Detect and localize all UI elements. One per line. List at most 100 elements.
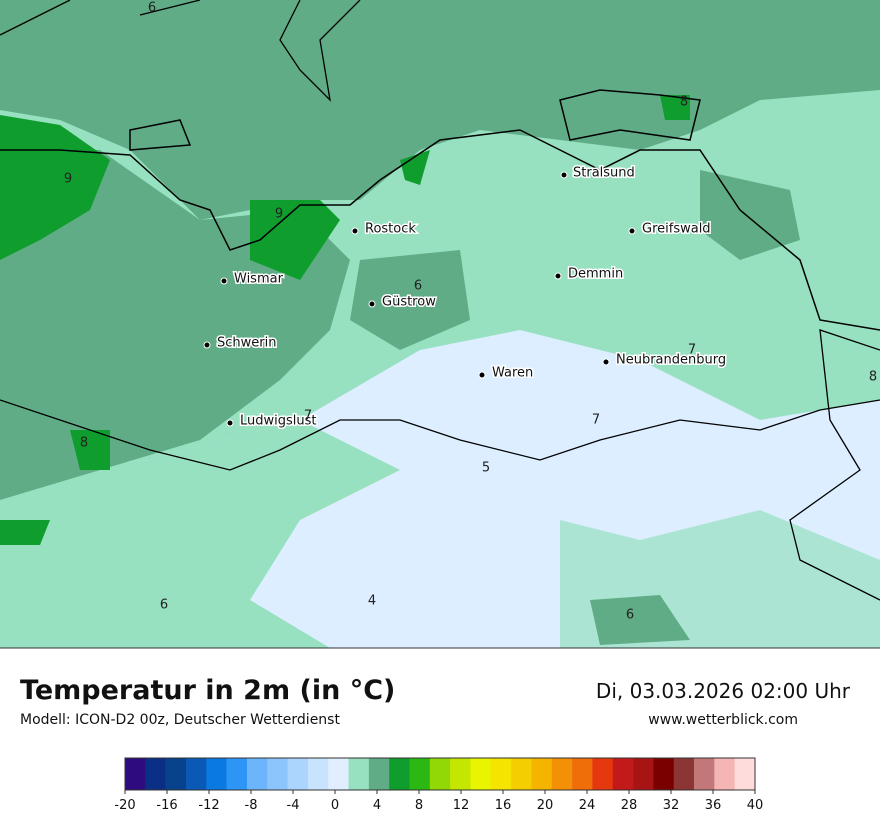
city-label: Güstrow — [382, 295, 436, 310]
city-dot — [220, 277, 228, 285]
colorbar-segment — [307, 758, 329, 790]
colorbar-segment — [490, 758, 512, 790]
coastline — [0, 0, 361, 102]
colorbar-segment — [511, 758, 532, 790]
colorbar-segment — [734, 758, 756, 790]
city-dot — [602, 358, 610, 366]
contour-label: 8 — [680, 95, 688, 110]
contour-label: 8 — [80, 436, 88, 451]
hot-spot — [400, 150, 430, 185]
colorbar-segment — [572, 758, 593, 790]
contour-label: 6 — [148, 1, 156, 16]
sea-area — [0, 0, 880, 220]
colorbar-tick-label: -8 — [245, 798, 258, 813]
hot-spot — [70, 430, 110, 470]
warm-area — [350, 250, 470, 350]
colorbar-segment — [409, 758, 431, 790]
title: Temperatur in 2m (in °C) — [20, 675, 395, 706]
colorbar-segment — [612, 758, 634, 790]
city-dot — [560, 171, 568, 179]
colorbar-segment — [633, 758, 654, 790]
city-dot — [368, 300, 376, 308]
colorbar-segment — [714, 758, 735, 790]
city-dot — [628, 227, 636, 235]
colorbar-segment — [673, 758, 695, 790]
colorbar-segment — [206, 758, 227, 790]
colorbar-tick-label: 8 — [415, 798, 423, 813]
colorbar-tick-label: 16 — [495, 798, 512, 813]
city-label: Ludwigslust — [240, 414, 317, 429]
colorbar-tick-label: 28 — [621, 798, 638, 813]
colorbar-segment — [389, 758, 410, 790]
colorbar: -20 -16 -12 -8 -4 0 4 8 12 16 20 24 28 32 36 40 — [114, 757, 764, 813]
colorbar-segment — [450, 758, 471, 790]
hot-spot — [660, 95, 690, 120]
hot-spot — [0, 520, 50, 545]
colorbar-tick-label: 4 — [373, 798, 381, 813]
city-dot — [203, 341, 211, 349]
colorbar-tick-label: -4 — [287, 798, 300, 813]
colorbar-segment — [165, 758, 187, 790]
mild-area — [0, 420, 400, 648]
contour-label: 7 — [592, 413, 600, 428]
colorbar-segment — [694, 758, 715, 790]
colorbar-segment — [653, 758, 675, 790]
colorbar-tick-label: -20 — [114, 798, 135, 813]
colorbar-segment — [429, 758, 451, 790]
colorbar-tick-label: 20 — [537, 798, 554, 813]
state-border — [0, 399, 880, 471]
contour-label: 9 — [64, 172, 72, 187]
colorbar-segment — [145, 758, 166, 790]
city-label: Rostock — [365, 222, 416, 237]
city-label: Demmin — [568, 267, 623, 282]
colorbar-segment — [348, 758, 370, 790]
model-info: Modell: ICON-D2 00z, Deutscher Wetterdie… — [20, 712, 340, 728]
warm-area — [700, 170, 800, 260]
colorbar-segment — [287, 758, 309, 790]
date: Di, 03.03.2026 02:00 Uhr — [596, 679, 851, 703]
city-label: Wismar — [234, 272, 284, 287]
contour-label: 4 — [368, 594, 376, 609]
colorbar-segment — [267, 758, 288, 790]
colorbar-segment — [125, 758, 146, 790]
colorbar-segment — [368, 758, 390, 790]
coastline — [0, 129, 880, 331]
website: www.wetterblick.com — [648, 712, 798, 728]
contour-labels: 6 9 9 6 8 8 7 7 8 5 6 6 4 7 — [64, 1, 877, 623]
city-label: Waren — [492, 366, 533, 381]
contour-label: 9 — [275, 207, 283, 222]
colorbar-segment — [531, 758, 553, 790]
city-dot — [478, 371, 486, 379]
colorbar-tick-label: 40 — [747, 798, 764, 813]
contour-label: 5 — [482, 461, 490, 476]
contour-label: 7 — [688, 343, 696, 358]
contour-label: 6 — [160, 598, 168, 613]
city-dot — [351, 227, 359, 235]
contour-label: 6 — [626, 608, 634, 623]
colorbar-tick-label: 24 — [579, 798, 596, 813]
colorbar-segment — [226, 758, 248, 790]
colorbar-segment — [246, 758, 268, 790]
contour-label: 6 — [414, 279, 422, 294]
colorbar-frame — [124, 757, 756, 791]
colorbar-segment — [592, 758, 614, 790]
colorbar-segment — [551, 758, 573, 790]
contour-label: 8 — [869, 370, 877, 385]
city-dot — [226, 419, 234, 427]
city-label: Greifswald — [642, 222, 711, 237]
city-label: Schwerin — [217, 336, 276, 351]
colorbar-tick-label: 0 — [331, 798, 339, 813]
island-coast — [129, 89, 701, 151]
cities: Stralsund Rostock Greifswald Demmin Wism… — [203, 164, 728, 430]
national-border — [789, 329, 880, 601]
colorbar-tick-label: 36 — [705, 798, 722, 813]
colorbar-tick-label: 32 — [663, 798, 680, 813]
colorbar-segment — [470, 758, 492, 790]
city-label: Neubrandenburg — [616, 353, 726, 368]
colorbar-segment — [328, 758, 349, 790]
colorbar-tick-label: -12 — [198, 798, 219, 813]
colorbar-tick-label: 12 — [453, 798, 470, 813]
map — [0, 0, 880, 648]
